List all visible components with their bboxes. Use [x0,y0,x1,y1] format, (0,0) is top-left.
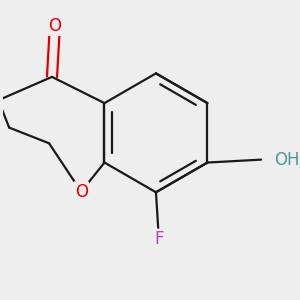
Text: OH: OH [274,151,299,169]
Text: F: F [154,230,164,248]
Text: O: O [48,16,62,34]
Text: O: O [75,183,88,201]
